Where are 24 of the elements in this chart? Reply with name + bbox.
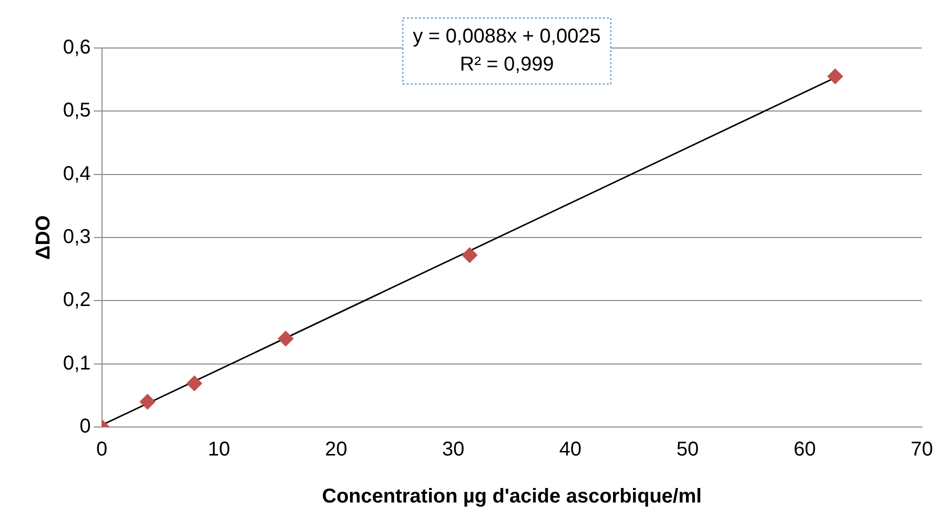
y-tick-label: 0,1: [62, 352, 91, 374]
x-tick-label: 10: [208, 438, 230, 461]
annotation: R² = 0,999: [460, 54, 554, 76]
point: [462, 247, 478, 264]
text: y = 0,0088x + 0,0025: [412, 26, 601, 48]
y-tick-label: 0,5: [62, 100, 91, 122]
x-tick-label: 50: [676, 438, 699, 461]
point: [139, 394, 156, 410]
y-tick-label: 0: [80, 416, 91, 438]
y-tick-label: 0,2: [62, 289, 91, 312]
x-tick-label: 0: [96, 438, 108, 461]
y-tick-label: 0,6: [62, 36, 91, 59]
x-tick-label: 20: [324, 438, 348, 461]
point: [827, 68, 844, 84]
y-tick-label: 0,3: [62, 226, 91, 248]
x-tick-label: 40: [559, 438, 582, 461]
x-tick-label: 70: [910, 438, 933, 461]
y-tick-label: 0,4: [62, 162, 91, 185]
x-tick-label: 60: [794, 438, 816, 461]
point: [186, 375, 202, 392]
x-axis-title: Concentration µg d'acide ascorbique/ml: [322, 486, 702, 508]
x-tick-label: 30: [442, 438, 464, 461]
y-axis-title: ΔDO: [32, 215, 55, 260]
point: [278, 330, 294, 347]
